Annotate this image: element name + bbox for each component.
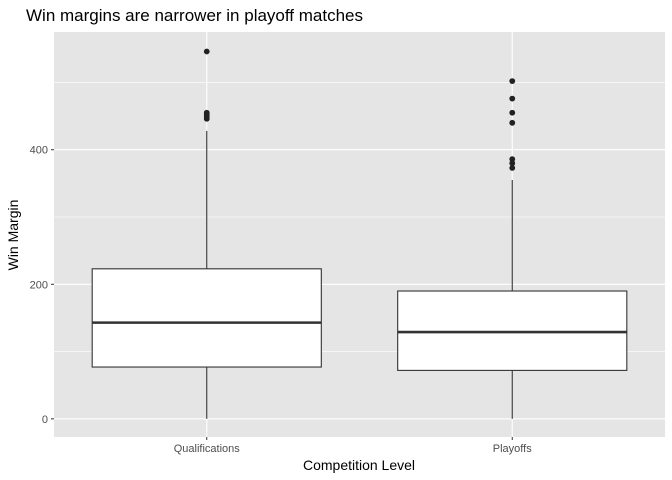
box-qualifications [91,48,322,419]
outlier-point [509,156,516,163]
outlier-point [203,48,210,55]
y-tick-label: 200 [30,279,48,291]
outlier-point [203,109,210,116]
iqr-box [91,268,322,368]
outlier-point [509,119,516,126]
y-axis-title: Win Margin [5,200,21,271]
x-tick-label: Playoffs [493,443,532,455]
x-axis-title: Competition Level [303,457,415,473]
y-tick-label: 0 [42,414,48,426]
boxes [91,48,628,419]
y-tick-label: 400 [30,145,48,157]
box-playoffs [397,78,628,419]
outlier-point [509,160,516,167]
plot-panel [54,32,665,437]
x-tick-label: Qualifications [174,443,241,455]
outlier-point [509,95,516,102]
axes: 0 200 400 Qualifications Playoffs [30,145,533,455]
outlier-point [509,109,516,116]
iqr-box [397,290,628,371]
outlier-point [509,164,516,171]
chart-title: Win margins are narrower in playoff matc… [26,6,363,25]
outlier-point [509,78,516,85]
